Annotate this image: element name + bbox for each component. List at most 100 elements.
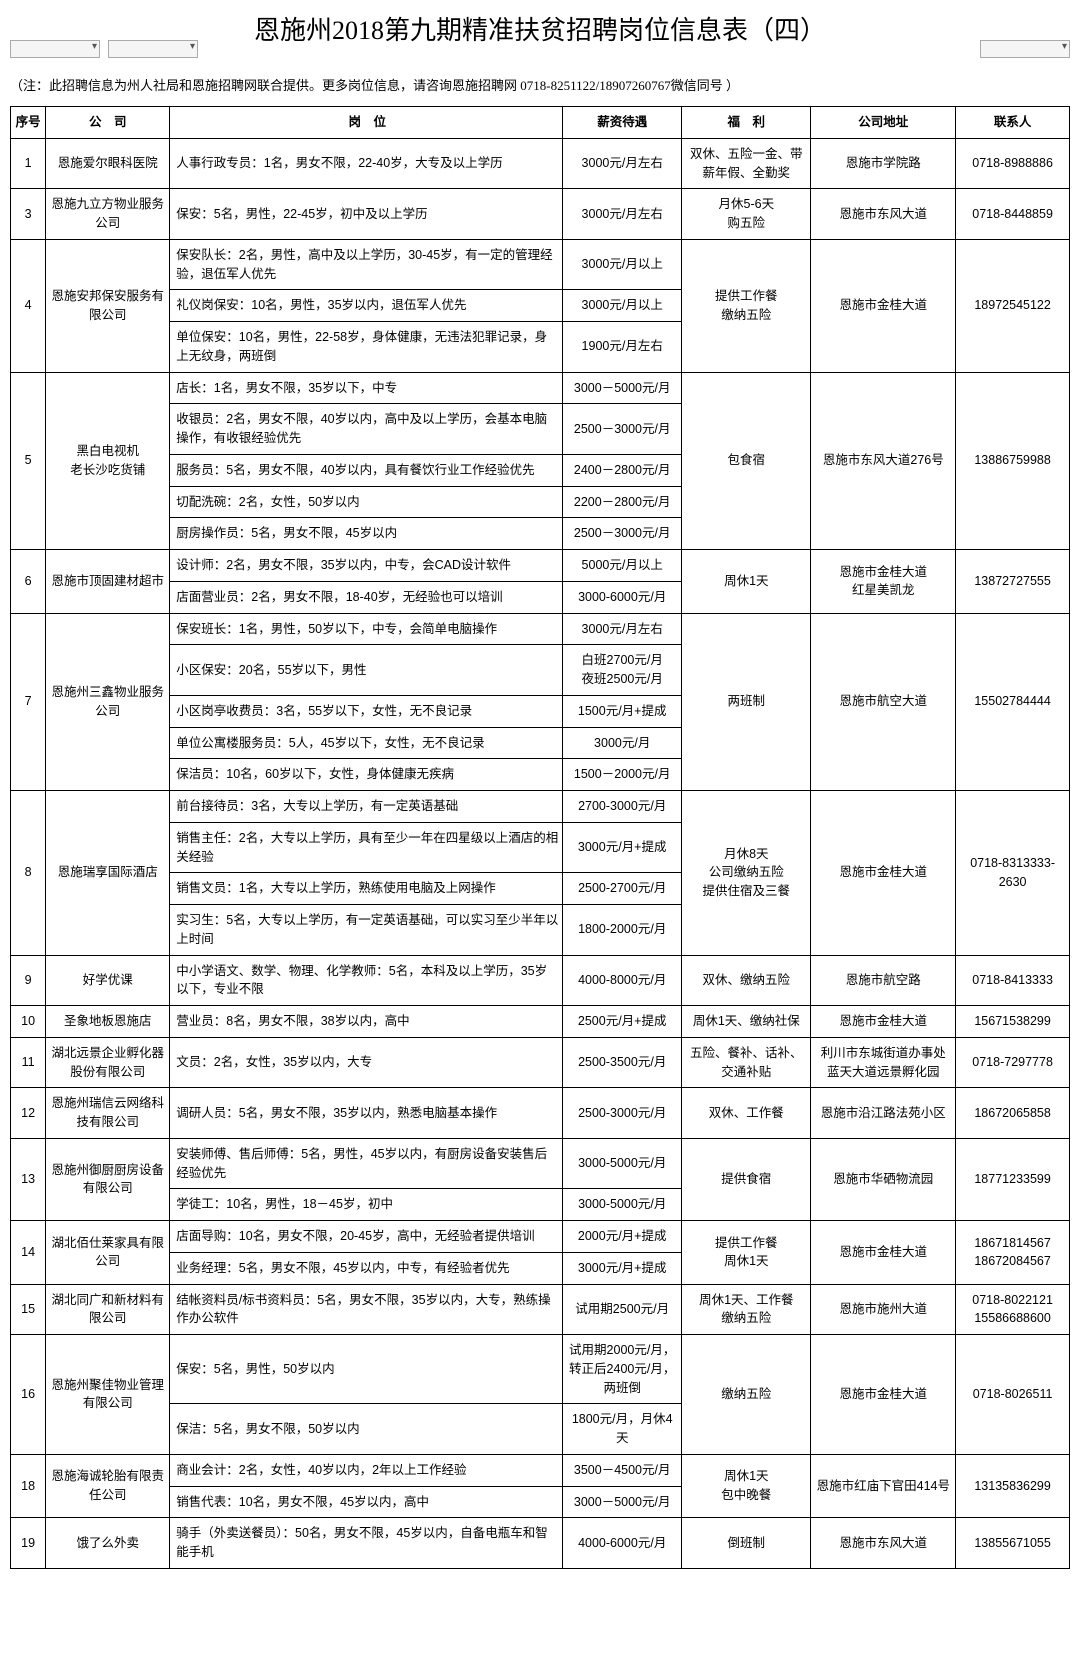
cell-position: 保洁员：10名，60岁以下，女性，身体健康无疾病 xyxy=(170,759,563,791)
filter-dropdown-3[interactable] xyxy=(980,40,1070,58)
cell-company: 饿了么外卖 xyxy=(46,1518,170,1569)
cell-company: 恩施爱尔眼科医院 xyxy=(46,138,170,189)
cell-position: 切配洗碗：2名，女性，50岁以内 xyxy=(170,486,563,518)
cell-position: 小区保安：20名，55岁以下，男性 xyxy=(170,645,563,696)
cell-company: 恩施瑞享国际酒店 xyxy=(46,791,170,956)
cell-position: 礼仪岗保安：10名，男性，35岁以内，退伍军人优先 xyxy=(170,290,563,322)
cell-address: 恩施市东风大道276号 xyxy=(811,372,956,550)
cell-salary: 3000元/月+提成 xyxy=(563,822,682,873)
table-row: 15湖北同广和新材料有限公司结帐资料员/标书资料员：5名，男女不限，35岁以内，… xyxy=(11,1284,1070,1335)
cell-address: 恩施市施州大道 xyxy=(811,1284,956,1335)
cell-address: 恩施市沿江路法苑小区 xyxy=(811,1088,956,1139)
cell-company: 圣象地板恩施店 xyxy=(46,1006,170,1038)
cell-welfare: 双休、工作餐 xyxy=(682,1088,811,1139)
cell-address: 恩施市华硒物流园 xyxy=(811,1138,956,1220)
cell-salary: 3000－5000元/月 xyxy=(563,1486,682,1518)
cell-salary: 2400－2800元/月 xyxy=(563,454,682,486)
cell-position: 结帐资料员/标书资料员：5名，男女不限，35岁以内，大专，熟练操作办公软件 xyxy=(170,1284,563,1335)
cell-contact: 0718-8026511 xyxy=(956,1335,1070,1455)
table-body: 1恩施爱尔眼科医院人事行政专员：1名，男女不限，22-40岁，大专及以上学历30… xyxy=(11,138,1070,1568)
cell-salary: 白班2700元/月 夜班2500元/月 xyxy=(563,645,682,696)
table-row: 9好学优课中小学语文、数学、物理、化学教师：5名，本科及以上学历，35岁以下，专… xyxy=(11,955,1070,1006)
cell-seq: 18 xyxy=(11,1454,46,1518)
cell-position: 前台接待员：3名，大专以上学历，有一定英语基础 xyxy=(170,791,563,823)
table-row: 19饿了么外卖骑手（外卖送餐员）：50名，男女不限，45岁以内，自备电瓶车和智能… xyxy=(11,1518,1070,1569)
cell-welfare: 缴纳五险 xyxy=(682,1335,811,1455)
cell-salary: 3000-6000元/月 xyxy=(563,581,682,613)
cell-company: 恩施海诚轮胎有限责任公司 xyxy=(46,1454,170,1518)
cell-position: 销售代表：10名，男女不限，45岁以内，高中 xyxy=(170,1486,563,1518)
cell-company: 湖北佰仕莱家具有限公司 xyxy=(46,1221,170,1285)
cell-welfare: 提供工作餐 缴纳五险 xyxy=(682,239,811,372)
th-address: 公司地址 xyxy=(811,107,956,139)
cell-seq: 15 xyxy=(11,1284,46,1335)
cell-welfare: 双休、五险一金、带薪年假、全勤奖 xyxy=(682,138,811,189)
cell-contact: 13872727555 xyxy=(956,550,1070,614)
filter-dropdowns-right xyxy=(980,40,1070,61)
cell-seq: 10 xyxy=(11,1006,46,1038)
cell-seq: 19 xyxy=(11,1518,46,1569)
cell-position: 单位保安：10名，男性，22-58岁，身体健康，无违法犯罪记录，身上无纹身，两班… xyxy=(170,322,563,373)
filter-dropdown-2[interactable] xyxy=(108,40,198,58)
cell-position: 设计师：2名，男女不限，35岁以内，中专，会CAD设计软件 xyxy=(170,550,563,582)
cell-address: 恩施市金桂大道 xyxy=(811,791,956,956)
cell-seq: 12 xyxy=(11,1088,46,1139)
cell-address: 恩施市金桂大道 xyxy=(811,1335,956,1455)
cell-salary: 2500-3000元/月 xyxy=(563,1088,682,1139)
table-row: 1恩施爱尔眼科医院人事行政专员：1名，男女不限，22-40岁，大专及以上学历30… xyxy=(11,138,1070,189)
th-seq: 序号 xyxy=(11,107,46,139)
cell-salary: 2200－2800元/月 xyxy=(563,486,682,518)
cell-contact: 0718-7297778 xyxy=(956,1037,1070,1088)
title-row: 恩施州2018第九期精准扶贫招聘岗位信息表（四） xyxy=(10,10,1070,47)
cell-position: 单位公寓楼服务员：5人，45岁以下，女性，无不良记录 xyxy=(170,727,563,759)
cell-seq: 9 xyxy=(11,955,46,1006)
cell-salary: 2700-3000元/月 xyxy=(563,791,682,823)
cell-contact: 18672065858 xyxy=(956,1088,1070,1139)
cell-salary: 3000－5000元/月 xyxy=(563,372,682,404)
cell-welfare: 周休1天、工作餐 缴纳五险 xyxy=(682,1284,811,1335)
cell-position: 业务经理：5名，男女不限，45岁以内，中专，有经验者优先 xyxy=(170,1252,563,1284)
th-company: 公 司 xyxy=(46,107,170,139)
cell-welfare: 周休1天、缴纳社保 xyxy=(682,1006,811,1038)
cell-salary: 试用期2500元/月 xyxy=(563,1284,682,1335)
cell-position: 安装师傅、售后师傅：5名，男性，45岁以内，有厨房设备安装售后经验优先 xyxy=(170,1138,563,1189)
cell-contact: 0718-8313333-2630 xyxy=(956,791,1070,956)
cell-position: 保安：5名，男性，50岁以内 xyxy=(170,1335,563,1404)
cell-seq: 3 xyxy=(11,189,46,240)
cell-contact: 13855671055 xyxy=(956,1518,1070,1569)
cell-position: 中小学语文、数学、物理、化学教师：5名，本科及以上学历，35岁以下，专业不限 xyxy=(170,955,563,1006)
cell-salary: 2000元/月+提成 xyxy=(563,1221,682,1253)
cell-welfare: 提供工作餐 周休1天 xyxy=(682,1221,811,1285)
cell-position: 店面导购：10名，男女不限，20-45岁，高中，无经验者提供培训 xyxy=(170,1221,563,1253)
table-row: 4恩施安邦保安服务有限公司保安队长：2名，男性，高中及以上学历，30-45岁，有… xyxy=(11,239,1070,290)
table-row: 13恩施州御厨厨房设备有限公司安装师傅、售后师傅：5名，男性，45岁以内，有厨房… xyxy=(11,1138,1070,1189)
cell-position: 营业员：8名，男女不限，38岁以内，高中 xyxy=(170,1006,563,1038)
cell-address: 恩施市航空路 xyxy=(811,955,956,1006)
cell-address: 恩施市航空大道 xyxy=(811,613,956,791)
cell-company: 黑白电视机 老长沙吃货铺 xyxy=(46,372,170,550)
cell-seq: 16 xyxy=(11,1335,46,1455)
cell-address: 恩施市东风大道 xyxy=(811,1518,956,1569)
cell-address: 恩施市金桂大道 xyxy=(811,239,956,372)
job-table: 序号 公 司 岗 位 薪资待遇 福 利 公司地址 联系人 1恩施爱尔眼科医院人事… xyxy=(10,106,1070,1569)
table-row: 16恩施州聚佳物业管理有限公司保安：5名，男性，50岁以内试用期2000元/月，… xyxy=(11,1335,1070,1404)
cell-salary: 2500-3500元/月 xyxy=(563,1037,682,1088)
cell-welfare: 倒班制 xyxy=(682,1518,811,1569)
cell-address: 恩施市东风大道 xyxy=(811,189,956,240)
cell-position: 商业会计：2名，女性，40岁以内，2年以上工作经验 xyxy=(170,1454,563,1486)
table-row: 14湖北佰仕莱家具有限公司店面导购：10名，男女不限，20-45岁，高中，无经验… xyxy=(11,1221,1070,1253)
cell-salary: 试用期2000元/月，转正后2400元/月，两班倒 xyxy=(563,1335,682,1404)
cell-seq: 11 xyxy=(11,1037,46,1088)
cell-position: 学徒工：10名，男性，18－45岁，初中 xyxy=(170,1189,563,1221)
cell-position: 店长：1名，男女不限，35岁以下，中专 xyxy=(170,372,563,404)
cell-company: 恩施州御厨厨房设备有限公司 xyxy=(46,1138,170,1220)
cell-salary: 2500元/月+提成 xyxy=(563,1006,682,1038)
cell-welfare: 五险、餐补、话补、交通补贴 xyxy=(682,1037,811,1088)
filter-dropdown-1[interactable] xyxy=(10,40,100,58)
cell-company: 恩施安邦保安服务有限公司 xyxy=(46,239,170,372)
cell-contact: 13135836299 xyxy=(956,1454,1070,1518)
cell-salary: 1500元/月+提成 xyxy=(563,695,682,727)
table-row: 18恩施海诚轮胎有限责任公司商业会计：2名，女性，40岁以内，2年以上工作经验3… xyxy=(11,1454,1070,1486)
cell-seq: 5 xyxy=(11,372,46,550)
cell-welfare: 月休8天 公司缴纳五险 提供住宿及三餐 xyxy=(682,791,811,956)
